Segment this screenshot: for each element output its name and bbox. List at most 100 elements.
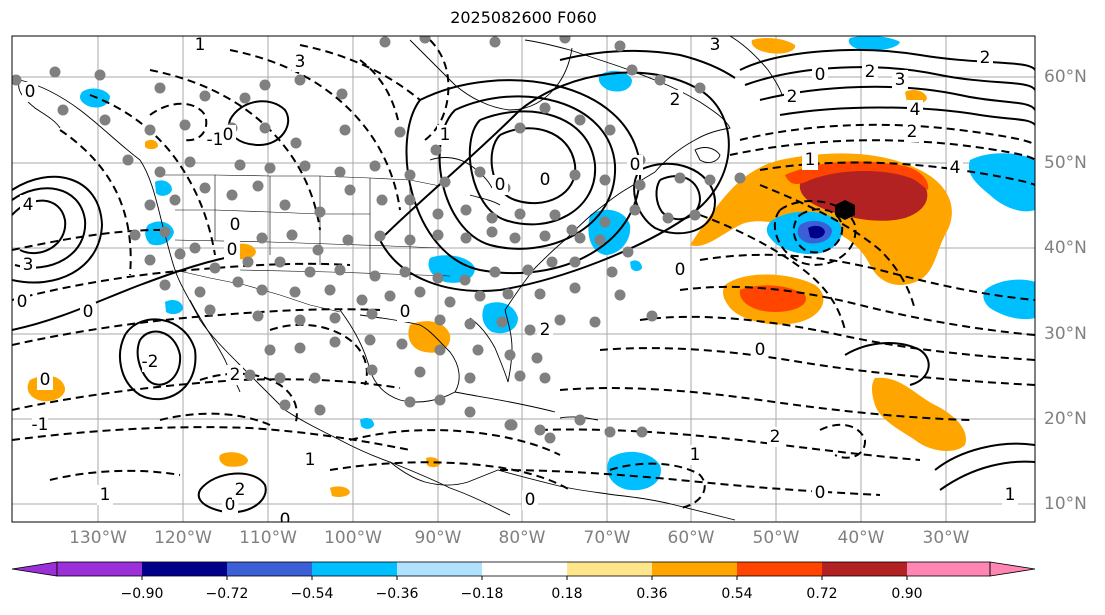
contour-dashed bbox=[609, 462, 706, 509]
station-dot bbox=[339, 124, 351, 136]
colorbar-extend-left bbox=[11, 561, 58, 577]
station-dot bbox=[569, 256, 581, 268]
contour-solid bbox=[228, 100, 290, 147]
contour-lines bbox=[12, 39, 1035, 514]
station-dot bbox=[464, 318, 476, 330]
lat-label: 10°N bbox=[1044, 494, 1087, 514]
contour-solid bbox=[559, 49, 736, 79]
shade-blue-carib bbox=[607, 451, 661, 491]
station-dot bbox=[294, 342, 306, 354]
station-dot bbox=[252, 180, 264, 192]
contour-label: 2 bbox=[540, 320, 551, 340]
contour-label: 3 bbox=[295, 52, 306, 72]
station-dot bbox=[384, 290, 396, 302]
station-dot bbox=[514, 208, 526, 220]
station-dot bbox=[539, 230, 551, 242]
station-dot bbox=[234, 159, 246, 171]
station-dot bbox=[514, 370, 526, 382]
contour-label: 2 bbox=[230, 365, 241, 385]
station-dot bbox=[49, 66, 61, 78]
station-dot bbox=[242, 256, 254, 268]
contour-solid bbox=[490, 127, 577, 205]
colorbar-tick-label: 0.18 bbox=[551, 586, 583, 602]
shade-orange-north bbox=[751, 37, 796, 54]
colorbar-segment bbox=[227, 562, 312, 576]
station-markers bbox=[12, 36, 746, 444]
contour-label: 2 bbox=[235, 480, 246, 500]
station-dot bbox=[404, 396, 416, 408]
contour-dashed bbox=[539, 428, 921, 461]
station-dot bbox=[506, 419, 518, 431]
station-dot bbox=[594, 234, 606, 246]
colorbar-segment bbox=[397, 562, 482, 576]
contour-dashed bbox=[12, 308, 381, 346]
station-dot bbox=[169, 194, 181, 206]
station-dot bbox=[486, 226, 498, 238]
station-dot bbox=[294, 314, 306, 326]
contour-dashed bbox=[699, 253, 1035, 301]
station-dot bbox=[539, 372, 551, 384]
contour-dashed bbox=[499, 469, 881, 496]
station-dot bbox=[314, 404, 326, 416]
station-dot bbox=[464, 406, 476, 418]
station-dot bbox=[626, 64, 638, 76]
station-dot bbox=[474, 166, 486, 178]
shade-blue-small2 bbox=[630, 260, 642, 271]
station-dot bbox=[366, 308, 378, 320]
shade-orangered-ring bbox=[785, 161, 929, 190]
map-title: 2025082600 F060 bbox=[450, 8, 597, 27]
contour-label: 0 bbox=[280, 510, 291, 530]
station-dot bbox=[439, 176, 451, 188]
station-dot bbox=[629, 204, 641, 216]
station-dot bbox=[459, 274, 471, 286]
shade-orange-east bbox=[871, 377, 966, 452]
colorbar-tick-label: 0.54 bbox=[721, 586, 753, 602]
colorbar-tick-label: −0.18 bbox=[460, 586, 504, 602]
station-dot bbox=[489, 266, 501, 278]
station-dot bbox=[460, 204, 472, 216]
contour-dashed bbox=[559, 387, 971, 421]
contour-label: 1 bbox=[195, 35, 206, 55]
lon-label: 110°W bbox=[239, 528, 297, 548]
colorbar-segment bbox=[567, 562, 652, 576]
shade-blue-west3 bbox=[155, 180, 172, 196]
contour-dashed bbox=[424, 39, 450, 141]
colorbar-tick-label: −0.36 bbox=[375, 586, 419, 602]
shade-blue-east1 bbox=[968, 153, 1035, 212]
contour-solid bbox=[934, 442, 1035, 471]
colorbar-outline bbox=[56, 561, 991, 577]
contour-label: 4 bbox=[910, 100, 921, 120]
station-dot bbox=[434, 314, 446, 326]
shade-navy-core bbox=[808, 225, 825, 239]
contour-label: 3 bbox=[710, 35, 721, 55]
station-dot bbox=[286, 229, 298, 241]
colorbar-tick-label: −0.72 bbox=[205, 586, 249, 602]
station-dot bbox=[674, 172, 686, 184]
coastline-cuba bbox=[454, 391, 556, 413]
station-dot bbox=[309, 372, 321, 384]
contour-solid bbox=[379, 71, 730, 292]
contour-dashed bbox=[199, 372, 298, 426]
lat-label: 20°N bbox=[1044, 409, 1087, 429]
lat-label: 50°N bbox=[1044, 153, 1087, 173]
lon-label: 100°W bbox=[324, 528, 382, 548]
contour-dashed bbox=[89, 94, 216, 256]
station-dot bbox=[376, 194, 388, 206]
station-dot bbox=[654, 74, 666, 86]
station-dot bbox=[404, 169, 416, 181]
contour-label: 2 bbox=[865, 62, 876, 82]
contour-label: 0 bbox=[223, 125, 234, 145]
contour-label: -1 bbox=[207, 130, 224, 150]
colorbar-segment bbox=[312, 562, 397, 576]
station-dot bbox=[252, 310, 264, 322]
contour-dashed bbox=[149, 59, 399, 142]
station-dot bbox=[432, 229, 444, 241]
station-dot bbox=[569, 282, 581, 294]
lon-label: 80°W bbox=[498, 528, 546, 548]
station-dot bbox=[566, 224, 578, 236]
contour-dashed bbox=[269, 323, 368, 386]
station-dot bbox=[209, 262, 221, 274]
station-dot bbox=[356, 294, 368, 306]
contour-label: -1 bbox=[32, 415, 49, 435]
